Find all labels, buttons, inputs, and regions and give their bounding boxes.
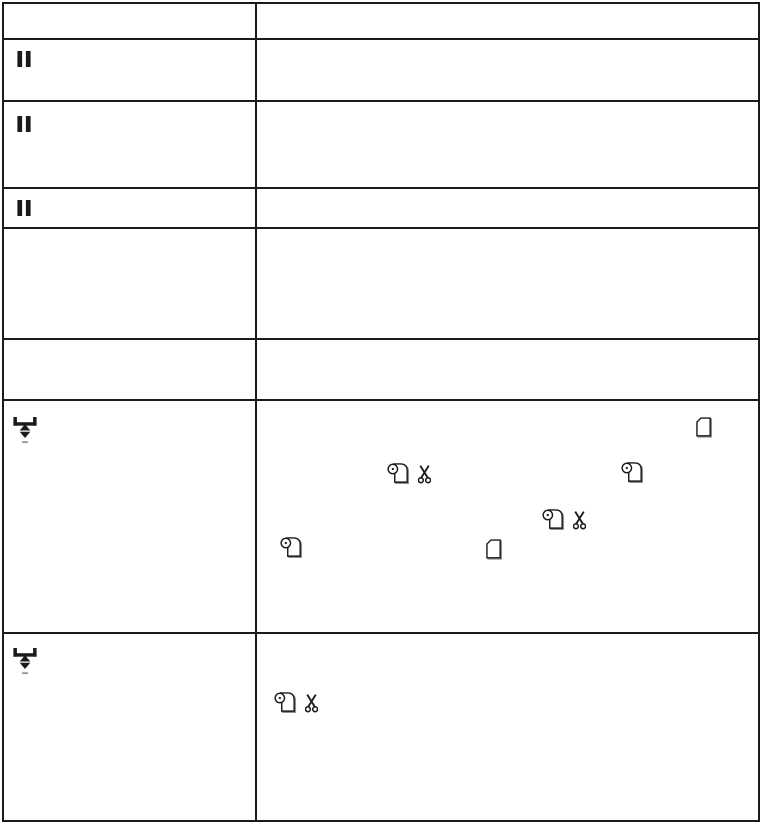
table-cell-description-row3 — [257, 102, 758, 189]
table-cell-description-row4 — [257, 189, 758, 229]
table-cell-button-row6 — [4, 340, 257, 401]
table-cell-description-row2 — [257, 40, 758, 102]
table-cell-button-row5 — [4, 229, 257, 340]
table-cell-description-row5 — [257, 229, 758, 340]
table-cell-button-row1 — [4, 4, 257, 40]
table-cell-button-row3 — [4, 102, 257, 189]
table-cell-button-row8 — [4, 634, 257, 820]
table-cell-description-row1 — [257, 4, 758, 40]
table-cell-button-row4 — [4, 189, 257, 229]
table-cell-description-row7 — [257, 401, 758, 634]
table-cell-description-row6 — [257, 340, 758, 401]
table-cell-button-row7 — [4, 401, 257, 634]
table-cell-description-row8 — [257, 634, 758, 820]
table-cell-button-row2 — [4, 40, 257, 102]
